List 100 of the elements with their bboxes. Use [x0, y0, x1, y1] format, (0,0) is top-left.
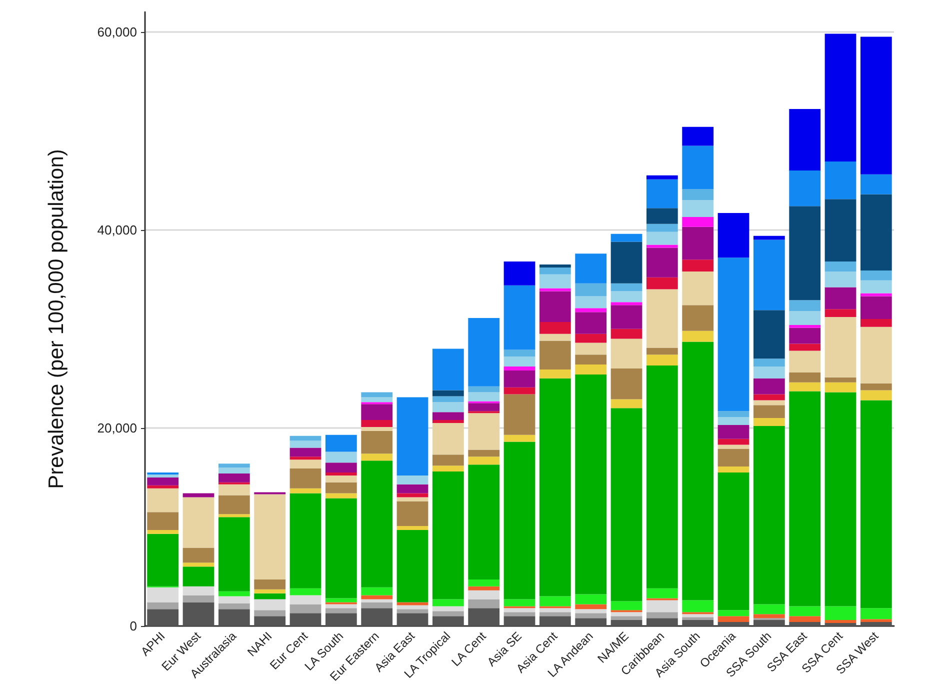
bar [432, 348, 464, 390]
bar [789, 372, 821, 382]
bar [646, 224, 678, 232]
bar [432, 412, 464, 420]
bar [147, 512, 179, 530]
bar [254, 593, 286, 600]
bar [504, 387, 536, 394]
bar [824, 377, 856, 382]
bar [147, 534, 179, 586]
bar [789, 382, 821, 392]
bar [504, 616, 536, 626]
bar [182, 493, 214, 498]
bar [646, 588, 678, 598]
bar [753, 620, 785, 626]
bar [753, 240, 785, 310]
bar [646, 248, 678, 278]
bar [860, 326, 892, 384]
bar [753, 366, 785, 378]
bar [325, 498, 357, 598]
bar [682, 260, 714, 272]
bar [396, 526, 428, 530]
bar [432, 599, 464, 606]
bar [753, 310, 785, 359]
bar [753, 236, 785, 240]
bar [753, 400, 785, 406]
bar [789, 606, 821, 616]
bar [824, 392, 856, 606]
bar [218, 517, 250, 592]
bar [396, 602, 428, 606]
bar [290, 604, 322, 614]
bar [610, 616, 642, 620]
bar [218, 591, 250, 596]
bar [504, 370, 536, 388]
bar [575, 342, 607, 355]
bar [575, 613, 607, 618]
bar [182, 562, 214, 567]
bar [646, 612, 678, 618]
bar [646, 179, 678, 208]
bar [361, 392, 393, 398]
bar [325, 462, 357, 472]
bar [468, 586, 500, 590]
bar [290, 488, 322, 494]
bar [824, 623, 856, 626]
bar [860, 174, 892, 194]
bar [254, 494, 286, 580]
bar [539, 340, 571, 370]
bar [254, 579, 286, 590]
bar [789, 616, 821, 622]
bar [147, 477, 179, 486]
bar [504, 608, 536, 612]
bar [147, 587, 179, 602]
bar [824, 309, 856, 318]
bar [254, 616, 286, 626]
bar [718, 616, 750, 622]
bar [682, 126, 714, 146]
bar [361, 460, 393, 588]
bar [539, 608, 571, 612]
bar [575, 364, 607, 374]
bar [610, 305, 642, 329]
bar [789, 170, 821, 206]
bar [432, 466, 464, 472]
bar [682, 216, 714, 227]
bar [575, 308, 607, 312]
bar [361, 420, 393, 427]
bar [860, 608, 892, 620]
bar [824, 262, 856, 272]
bar [610, 612, 642, 616]
bar [682, 305, 714, 331]
bar [396, 484, 428, 494]
bar [610, 283, 642, 292]
y-tick-label: 60,000 [97, 24, 137, 40]
bar [610, 328, 642, 339]
bar [218, 473, 250, 482]
bar [718, 466, 750, 472]
bar [860, 400, 892, 608]
bar [610, 291, 642, 302]
bar [361, 595, 393, 600]
bar [718, 622, 750, 626]
bar [290, 456, 322, 460]
bar [610, 408, 642, 602]
bar [753, 418, 785, 426]
bar [218, 596, 250, 604]
bar [147, 609, 179, 626]
bar [646, 208, 678, 224]
bar [290, 436, 322, 441]
bar [468, 599, 500, 608]
bar [468, 590, 500, 600]
bar [575, 312, 607, 334]
bar [218, 468, 250, 474]
bar [468, 456, 500, 465]
bar [718, 472, 750, 610]
y-axis-title: Prevalence (per 100,000 population) [45, 149, 68, 489]
bar [789, 109, 821, 170]
bar [396, 530, 428, 602]
bar [610, 234, 642, 242]
bar [860, 390, 892, 400]
bar [646, 348, 678, 355]
bar [610, 620, 642, 626]
bar [575, 618, 607, 626]
bar [860, 622, 892, 626]
